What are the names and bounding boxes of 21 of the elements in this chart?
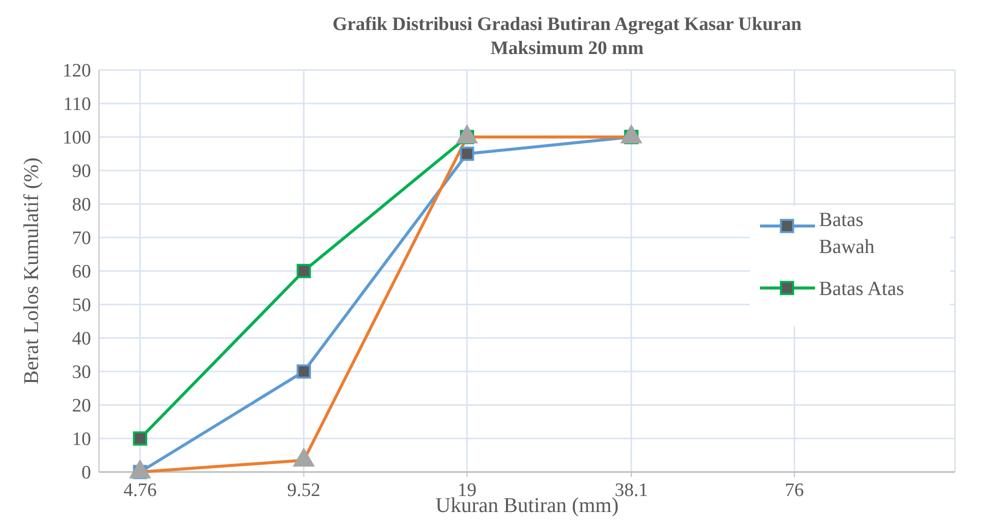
legend-label: Batas Atas — [819, 278, 904, 300]
y-tick-label: 100 — [62, 128, 91, 149]
x-tick-label: 38.1 — [614, 480, 648, 501]
y-tick-label: 110 — [63, 94, 91, 116]
y-tick-label: 50 — [72, 295, 91, 316]
y-tick-label: 60 — [72, 262, 91, 283]
chart-title: Grafik Distribusi Gradasi Butiran Agregat Kasar Ukuran Maksimum 20 mm — [332, 14, 802, 59]
y-tick-label: 70 — [72, 228, 91, 250]
y-tick-label: 30 — [72, 362, 91, 384]
y-tick-label: 40 — [72, 328, 91, 350]
y-tick-label: 120 — [62, 60, 91, 82]
y-tick-label: 90 — [72, 161, 91, 182]
legend-label: Batas Bawah — [819, 209, 875, 258]
y-tick-label: 0 — [82, 462, 91, 484]
y-axis-title: Berat Lolos Kumulatif (%) — [19, 158, 43, 384]
x-tick-label: 9.52 — [287, 480, 320, 501]
y-tick-label: 10 — [72, 429, 91, 450]
x-tick-label: 4.76 — [123, 480, 157, 501]
x-tick-label: 76 — [784, 480, 804, 501]
y-tick-label: 80 — [72, 194, 91, 216]
y-tick-label: 20 — [72, 396, 91, 417]
